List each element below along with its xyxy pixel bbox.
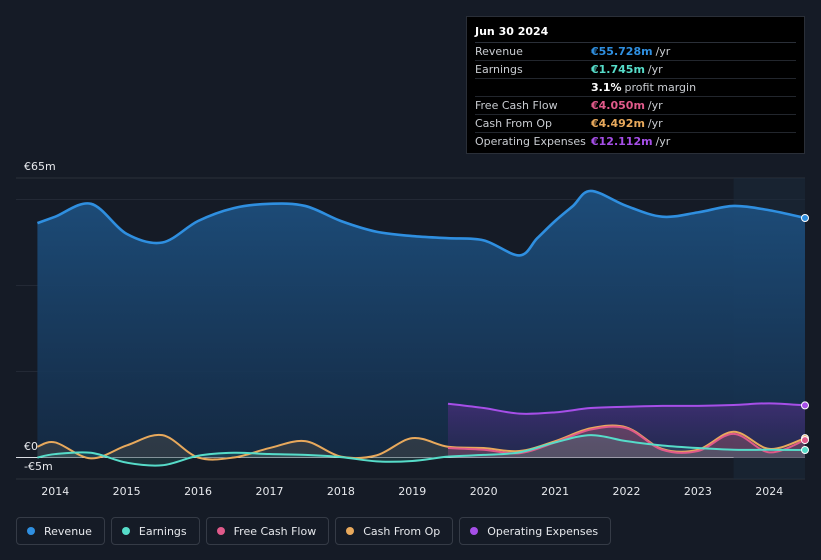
tooltip-row-label: Operating Expenses bbox=[475, 135, 586, 148]
cash-from-op-area bbox=[37, 425, 805, 460]
tooltip-row: 3.1% profit margin bbox=[475, 79, 796, 97]
tooltip-row-label: Earnings bbox=[475, 63, 523, 76]
legend-item-revenue[interactable]: Revenue bbox=[16, 517, 105, 545]
tooltip-date: Jun 30 2024 bbox=[475, 23, 796, 43]
tooltip-row-unit: /yr bbox=[647, 99, 663, 112]
y-axis-top-label: €65m bbox=[24, 160, 56, 173]
x-tick-label: 2023 bbox=[684, 485, 712, 498]
tooltip-row-value: €55.728m bbox=[591, 45, 653, 58]
tooltip-row: Cash From Op €4.492m/yr bbox=[475, 115, 796, 133]
tooltip-row: Revenue €55.728m/yr bbox=[475, 43, 796, 61]
earnings-endpoint bbox=[801, 445, 809, 454]
series-areas bbox=[37, 190, 805, 466]
legend-dot-icon bbox=[470, 527, 479, 535]
tooltip-row-unit: /yr bbox=[647, 117, 663, 130]
x-tick-label: 2020 bbox=[470, 485, 498, 498]
legend-dot-icon bbox=[121, 527, 130, 535]
x-tick-label: 2024 bbox=[755, 485, 783, 498]
earnings-area bbox=[37, 435, 805, 466]
y-axis-bottom-label: -€5m bbox=[24, 460, 53, 473]
legend-label: Operating Expenses bbox=[487, 524, 599, 538]
y-axis-zero-label: €0 bbox=[24, 440, 38, 453]
tooltip-row: Free Cash Flow €4.050m/yr bbox=[475, 97, 796, 115]
x-tick-label: 2016 bbox=[184, 485, 212, 498]
legend-item-earnings[interactable]: Earnings bbox=[110, 517, 200, 545]
series-endpoints bbox=[801, 213, 809, 454]
x-tick-label: 2022 bbox=[612, 485, 640, 498]
revenue-endpoint bbox=[801, 213, 809, 222]
x-tick-label: 2015 bbox=[113, 485, 141, 498]
tooltip-row-label: Revenue bbox=[475, 45, 523, 58]
operating-expenses-area bbox=[447, 403, 805, 458]
legend-item-free-cash-flow[interactable]: Free Cash Flow bbox=[205, 517, 330, 545]
x-tick-label: 2014 bbox=[41, 485, 69, 498]
tooltip-row-label: Free Cash Flow bbox=[475, 99, 558, 112]
tooltip-row-value: €4.050m bbox=[591, 99, 645, 112]
series-lines bbox=[36, 189, 806, 467]
legend-label: Cash From Op bbox=[363, 524, 441, 538]
legend-dot-icon bbox=[346, 527, 355, 535]
tooltip-rows: Revenue €55.728m/yr Earnings €1.745m/yr 3.1%… bbox=[475, 43, 796, 150]
legend-item-cash-from-op[interactable]: Cash From Op bbox=[335, 517, 454, 545]
tooltip-row: Operating Expenses €12.112m/yr bbox=[475, 133, 796, 150]
data-tooltip: Jun 30 2024 Revenue €55.728m/yr Earnings €1… bbox=[466, 16, 805, 154]
revenue-area bbox=[37, 190, 805, 458]
tooltip-row-unit: /yr bbox=[655, 45, 671, 58]
tooltip-row-value: 3.1% bbox=[591, 81, 622, 94]
revenue-line bbox=[36, 189, 806, 257]
x-tick-label: 2017 bbox=[255, 485, 283, 498]
chart-legend: Revenue Earnings Free Cash Flow Cash From O… bbox=[16, 517, 612, 545]
x-tick-label: 2018 bbox=[327, 485, 355, 498]
legend-dot-icon bbox=[27, 527, 35, 535]
tooltip-row-value: €1.745m bbox=[591, 63, 645, 76]
earnings-line bbox=[37, 434, 806, 467]
legend-label: Revenue bbox=[44, 524, 92, 538]
operating-expenses-line bbox=[447, 402, 806, 415]
tooltip-row-value: €12.112m bbox=[591, 135, 653, 148]
legend-label: Free Cash Flow bbox=[233, 524, 317, 538]
x-axis-ticks: 2014 2015 2016 2017 2018 2019 2020 2021 2022 2023… bbox=[41, 485, 783, 498]
legend-label: Earnings bbox=[138, 524, 187, 538]
tooltip-row-value: €4.492m bbox=[591, 117, 645, 130]
x-tick-label: 2021 bbox=[541, 485, 569, 498]
tooltip-row-unit: /yr bbox=[647, 63, 663, 76]
tooltip-row-unit: profit margin bbox=[624, 81, 697, 94]
x-tick-label: 2019 bbox=[398, 485, 426, 498]
tooltip-row-unit: /yr bbox=[655, 135, 671, 148]
legend-item-operating-expenses[interactable]: Operating Expenses bbox=[459, 517, 612, 545]
tooltip-row: Earnings €1.745m/yr bbox=[475, 61, 796, 79]
tooltip-row-label: Cash From Op bbox=[475, 117, 553, 130]
legend-dot-icon bbox=[216, 527, 225, 535]
free-cash-flow-endpoint bbox=[801, 436, 809, 445]
operating-expenses-endpoint bbox=[801, 401, 809, 410]
